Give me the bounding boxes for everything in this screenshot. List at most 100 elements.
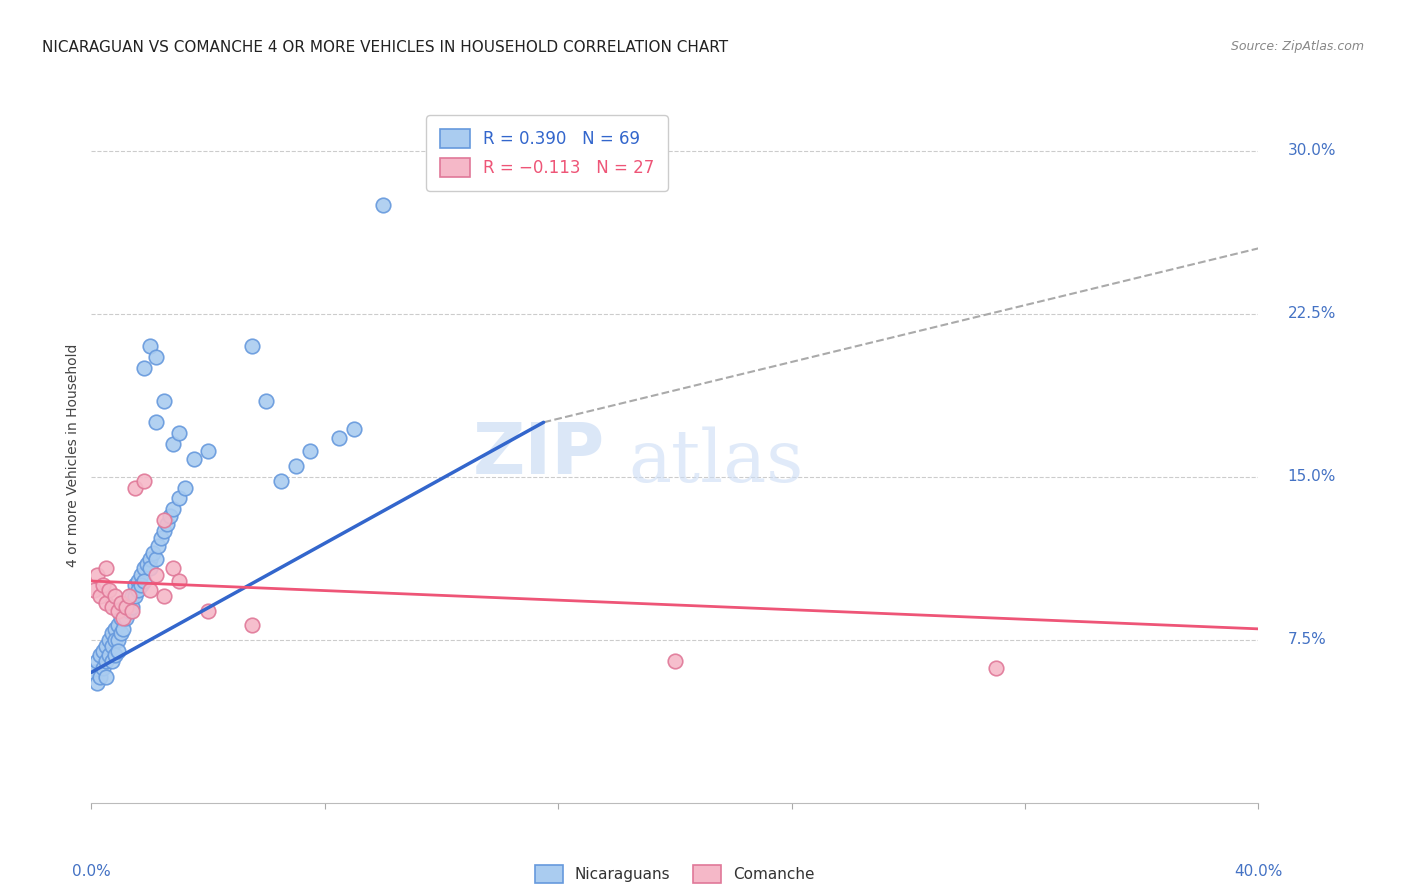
Y-axis label: 4 or more Vehicles in Household: 4 or more Vehicles in Household <box>66 343 80 566</box>
Point <box>124 481 146 495</box>
Point <box>167 574 190 588</box>
Point <box>83 582 105 597</box>
Point <box>138 561 162 575</box>
Point <box>284 458 307 473</box>
Point <box>132 561 155 575</box>
Point <box>115 600 138 615</box>
Point <box>112 605 135 619</box>
Point <box>89 648 111 662</box>
Point <box>270 474 292 488</box>
Point <box>343 422 366 436</box>
Point <box>110 626 132 640</box>
Point <box>153 589 176 603</box>
Point <box>240 339 263 353</box>
Point <box>86 676 108 690</box>
Point <box>104 589 127 603</box>
Point <box>162 502 184 516</box>
Point <box>153 513 176 527</box>
Point <box>183 452 205 467</box>
Point <box>86 567 108 582</box>
Point <box>127 582 149 597</box>
Text: 22.5%: 22.5% <box>1288 306 1336 321</box>
Text: 0.0%: 0.0% <box>72 863 111 879</box>
Point <box>135 557 157 571</box>
Point <box>129 578 152 592</box>
Point <box>101 626 124 640</box>
Point <box>142 546 165 560</box>
Text: atlas: atlas <box>628 426 804 497</box>
Point <box>104 622 127 636</box>
Point <box>132 474 155 488</box>
Point <box>91 578 114 592</box>
Point <box>299 443 322 458</box>
Point <box>107 643 129 657</box>
Point <box>115 600 138 615</box>
Point <box>94 670 117 684</box>
Legend: Nicaraguans, Comanche: Nicaraguans, Comanche <box>529 859 821 889</box>
Point <box>138 552 162 566</box>
Text: 7.5%: 7.5% <box>1288 632 1326 648</box>
Point <box>89 589 111 603</box>
Point <box>145 350 167 364</box>
Point <box>167 491 190 506</box>
Point <box>94 561 117 575</box>
Point <box>91 643 114 657</box>
Point <box>197 443 219 458</box>
Point <box>121 600 143 615</box>
Point <box>97 582 120 597</box>
Point <box>83 665 105 680</box>
Point <box>197 605 219 619</box>
Point <box>145 415 167 429</box>
Point <box>148 539 170 553</box>
Point <box>138 339 162 353</box>
Point <box>94 596 117 610</box>
Point <box>371 198 394 212</box>
Point <box>112 622 135 636</box>
Point <box>107 605 129 619</box>
Point <box>162 437 184 451</box>
Point <box>129 567 152 582</box>
Point <box>101 600 124 615</box>
Point <box>107 632 129 647</box>
Point <box>118 596 141 610</box>
Point <box>162 561 184 575</box>
Point <box>138 582 162 597</box>
Point <box>121 605 143 619</box>
Point <box>110 596 132 610</box>
Point <box>124 589 146 603</box>
Point <box>150 531 173 545</box>
Point <box>984 661 1007 675</box>
Point <box>97 632 120 647</box>
Point <box>127 574 149 588</box>
Point <box>110 611 132 625</box>
Point <box>112 611 135 625</box>
Point <box>104 648 127 662</box>
Point <box>107 617 129 632</box>
Point <box>240 617 263 632</box>
Point <box>132 360 155 375</box>
Point <box>101 655 124 669</box>
Point <box>153 524 176 538</box>
Point <box>118 589 141 603</box>
Point <box>104 632 127 647</box>
Point <box>156 517 179 532</box>
Text: Source: ZipAtlas.com: Source: ZipAtlas.com <box>1230 40 1364 54</box>
Point <box>328 431 350 445</box>
Text: NICARAGUAN VS COMANCHE 4 OR MORE VEHICLES IN HOUSEHOLD CORRELATION CHART: NICARAGUAN VS COMANCHE 4 OR MORE VEHICLE… <box>42 40 728 55</box>
Point <box>86 655 108 669</box>
Point <box>115 611 138 625</box>
Text: ZIP: ZIP <box>472 420 605 490</box>
Point <box>101 639 124 653</box>
Point <box>167 426 190 441</box>
Point <box>118 605 141 619</box>
Point <box>145 552 167 566</box>
Point <box>124 578 146 592</box>
Point <box>121 589 143 603</box>
Point <box>94 639 117 653</box>
Text: 15.0%: 15.0% <box>1288 469 1336 484</box>
Point <box>91 661 114 675</box>
Point <box>159 508 181 523</box>
Point <box>132 574 155 588</box>
Point <box>153 393 176 408</box>
Point <box>94 655 117 669</box>
